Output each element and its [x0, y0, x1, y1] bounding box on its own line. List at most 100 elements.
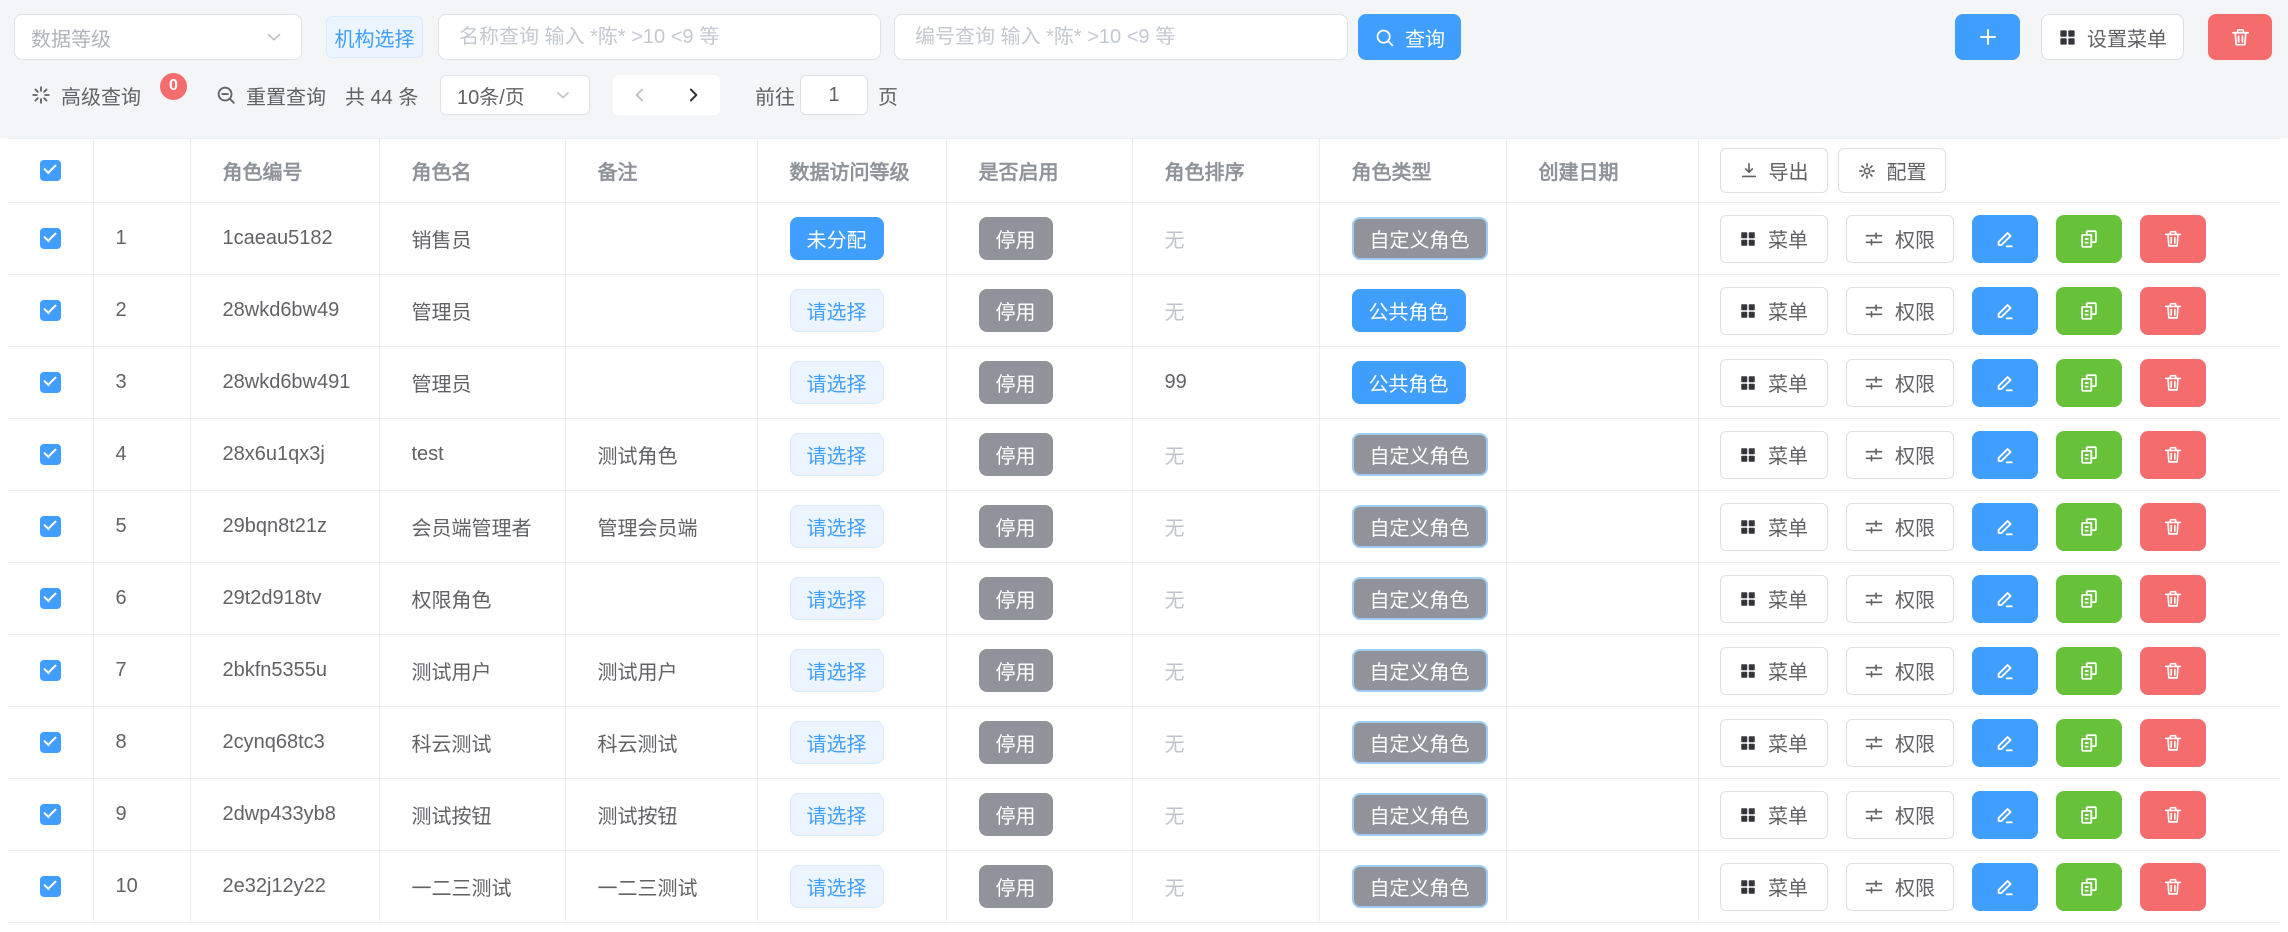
row-menu-button[interactable]: 菜单 — [1719, 286, 1828, 335]
enabled-status-tag[interactable]: 停用 — [978, 721, 1053, 764]
row-delete-button[interactable] — [2139, 574, 2206, 623]
select-all-checkbox[interactable] — [39, 160, 61, 182]
row-checkbox[interactable] — [39, 660, 61, 682]
row-copy-button[interactable] — [2055, 862, 2122, 911]
role-type-tag[interactable]: 自定义角色 — [1351, 505, 1488, 548]
row-delete-button[interactable] — [2139, 718, 2206, 767]
enabled-status-tag[interactable]: 停用 — [978, 793, 1053, 836]
row-delete-button[interactable] — [2139, 790, 2206, 839]
name-search-input[interactable] — [439, 15, 880, 59]
row-checkbox[interactable] — [39, 228, 61, 250]
enabled-status-tag[interactable]: 停用 — [978, 649, 1053, 692]
row-copy-button[interactable] — [2055, 718, 2122, 767]
row-checkbox[interactable] — [39, 516, 61, 538]
role-type-tag[interactable]: 自定义角色 — [1351, 721, 1488, 764]
row-permission-button[interactable]: 权限 — [1845, 286, 1954, 335]
data-level-select[interactable]: 数据等级 — [14, 14, 302, 60]
row-menu-button[interactable]: 菜单 — [1719, 502, 1828, 551]
export-button[interactable]: 导出 — [1719, 148, 1828, 193]
advanced-query-button[interactable]: 高级查询 0 — [30, 72, 187, 115]
add-button[interactable] — [1955, 14, 2020, 60]
next-page-button[interactable] — [666, 75, 719, 115]
row-permission-button[interactable]: 权限 — [1845, 574, 1954, 623]
row-copy-button[interactable] — [2055, 214, 2122, 263]
role-type-tag[interactable]: 公共角色 — [1351, 361, 1466, 404]
row-copy-button[interactable] — [2055, 502, 2122, 551]
row-copy-button[interactable] — [2055, 790, 2122, 839]
row-delete-button[interactable] — [2139, 358, 2206, 407]
row-edit-button[interactable] — [1971, 718, 2038, 767]
row-delete-button[interactable] — [2139, 502, 2206, 551]
page-size-select[interactable]: 10条/页 — [440, 75, 590, 115]
config-button[interactable]: 配置 — [1837, 148, 1946, 193]
row-menu-button[interactable]: 菜单 — [1719, 358, 1828, 407]
access-level-tag[interactable]: 请选择 — [789, 433, 884, 476]
row-edit-button[interactable] — [1971, 502, 2038, 551]
row-delete-button[interactable] — [2139, 646, 2206, 695]
enabled-status-tag[interactable]: 停用 — [978, 217, 1053, 260]
row-edit-button[interactable] — [1971, 358, 2038, 407]
row-permission-button[interactable]: 权限 — [1845, 862, 1954, 911]
row-permission-button[interactable]: 权限 — [1845, 214, 1954, 263]
row-checkbox[interactable] — [39, 732, 61, 754]
enabled-status-tag[interactable]: 停用 — [978, 289, 1053, 332]
row-delete-button[interactable] — [2139, 862, 2206, 911]
access-level-tag[interactable]: 请选择 — [789, 793, 884, 836]
menu-setup-button[interactable]: 设置菜单 — [2041, 14, 2184, 60]
row-menu-button[interactable]: 菜单 — [1719, 430, 1828, 479]
goto-page-input[interactable] — [800, 75, 868, 115]
row-edit-button[interactable] — [1971, 430, 2038, 479]
row-copy-button[interactable] — [2055, 286, 2122, 335]
access-level-tag[interactable]: 请选择 — [789, 289, 884, 332]
row-permission-button[interactable]: 权限 — [1845, 502, 1954, 551]
row-permission-button[interactable]: 权限 — [1845, 790, 1954, 839]
prev-page-button[interactable] — [613, 75, 666, 115]
row-permission-button[interactable]: 权限 — [1845, 430, 1954, 479]
row-edit-button[interactable] — [1971, 790, 2038, 839]
access-level-tag[interactable]: 请选择 — [789, 577, 884, 620]
row-menu-button[interactable]: 菜单 — [1719, 862, 1828, 911]
enabled-status-tag[interactable]: 停用 — [978, 433, 1053, 476]
enabled-status-tag[interactable]: 停用 — [978, 577, 1053, 620]
code-search-input[interactable] — [895, 15, 1347, 59]
row-permission-button[interactable]: 权限 — [1845, 646, 1954, 695]
row-menu-button[interactable]: 菜单 — [1719, 574, 1828, 623]
row-permission-button[interactable]: 权限 — [1845, 718, 1954, 767]
access-level-tag[interactable]: 请选择 — [789, 649, 884, 692]
org-select-button[interactable]: 机构选择 — [326, 16, 423, 58]
row-menu-button[interactable]: 菜单 — [1719, 790, 1828, 839]
role-type-tag[interactable]: 自定义角色 — [1351, 793, 1488, 836]
role-type-tag[interactable]: 自定义角色 — [1351, 217, 1488, 260]
row-menu-button[interactable]: 菜单 — [1719, 214, 1828, 263]
row-permission-button[interactable]: 权限 — [1845, 358, 1954, 407]
row-menu-button[interactable]: 菜单 — [1719, 718, 1828, 767]
row-checkbox[interactable] — [39, 876, 61, 898]
row-delete-button[interactable] — [2139, 286, 2206, 335]
row-delete-button[interactable] — [2139, 214, 2206, 263]
delete-selected-button[interactable] — [2208, 14, 2272, 60]
search-button[interactable]: 查询 — [1358, 14, 1461, 60]
row-copy-button[interactable] — [2055, 430, 2122, 479]
row-checkbox[interactable] — [39, 372, 61, 394]
role-type-tag[interactable]: 自定义角色 — [1351, 865, 1488, 908]
row-copy-button[interactable] — [2055, 646, 2122, 695]
access-level-tag[interactable]: 请选择 — [789, 361, 884, 404]
row-edit-button[interactable] — [1971, 286, 2038, 335]
row-checkbox[interactable] — [39, 300, 61, 322]
row-checkbox[interactable] — [39, 444, 61, 466]
enabled-status-tag[interactable]: 停用 — [978, 865, 1053, 908]
role-type-tag[interactable]: 自定义角色 — [1351, 649, 1488, 692]
row-checkbox[interactable] — [39, 588, 61, 610]
row-edit-button[interactable] — [1971, 646, 2038, 695]
role-type-tag[interactable]: 自定义角色 — [1351, 577, 1488, 620]
enabled-status-tag[interactable]: 停用 — [978, 505, 1053, 548]
enabled-status-tag[interactable]: 停用 — [978, 361, 1053, 404]
row-edit-button[interactable] — [1971, 574, 2038, 623]
row-copy-button[interactable] — [2055, 358, 2122, 407]
row-menu-button[interactable]: 菜单 — [1719, 646, 1828, 695]
access-level-tag[interactable]: 请选择 — [789, 505, 884, 548]
row-edit-button[interactable] — [1971, 214, 2038, 263]
role-type-tag[interactable]: 自定义角色 — [1351, 433, 1488, 476]
access-level-tag[interactable]: 请选择 — [789, 865, 884, 908]
access-level-tag[interactable]: 请选择 — [789, 721, 884, 764]
